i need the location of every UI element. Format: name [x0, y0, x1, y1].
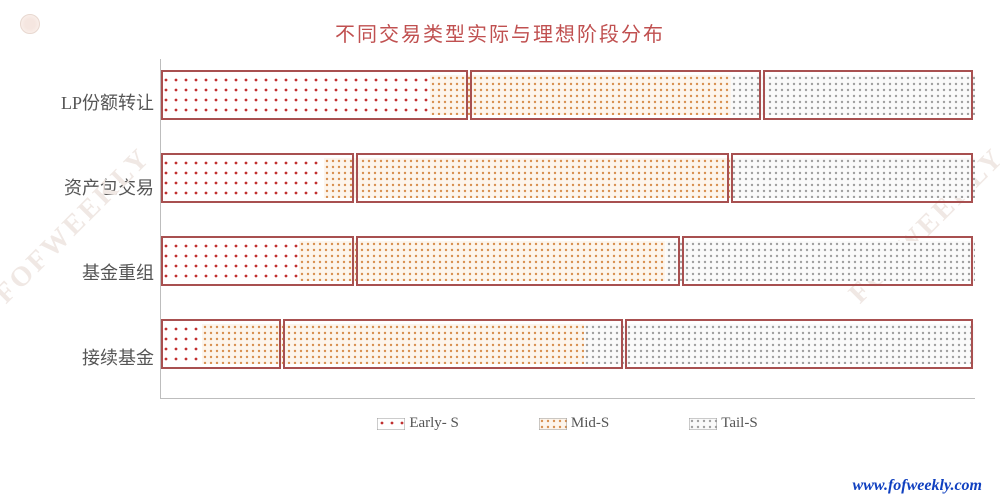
segment-mid: [299, 241, 665, 281]
stacked-bar: [161, 324, 975, 364]
legend-label: Early- S: [409, 415, 459, 432]
legend-swatch-icon: [539, 418, 567, 430]
segment-tail: [666, 241, 975, 281]
segment-tail: [731, 75, 975, 115]
corner-ornament: [20, 14, 40, 34]
legend-swatch-icon: [377, 418, 405, 430]
segment-mid: [324, 158, 731, 198]
category-label: 资产包交易: [25, 174, 154, 200]
y-axis-labels: 接续基金 基金重组 资产包交易 LP份额转让: [25, 59, 160, 399]
legend-item-mid: Mid-S: [539, 415, 609, 432]
segment-mid: [202, 324, 585, 364]
segment-mid: [430, 75, 731, 115]
plot-area: 接续基金 基金重组 资产包交易 LP份额转让: [25, 59, 975, 399]
bar-group: [161, 324, 975, 382]
category-label: 接续基金: [25, 344, 154, 370]
segment-early: [161, 241, 299, 281]
chart-container: FOFWEEKLY FOFWEEKLY 不同交易类型实际与理想阶段分布 接续基金…: [0, 0, 1000, 503]
segment-early: [161, 324, 202, 364]
segment-early: [161, 75, 430, 115]
watermark-url: www.fofweekly.com: [853, 477, 982, 495]
bar-group: [161, 75, 975, 133]
stacked-bar: [161, 158, 975, 198]
bars-region: [160, 59, 975, 399]
bar-group: [161, 158, 975, 216]
category-label: LP份额转让: [25, 89, 154, 115]
legend-label: Mid-S: [571, 415, 609, 432]
segment-early: [161, 158, 324, 198]
stacked-bar: [161, 241, 975, 281]
category-label: 基金重组: [25, 259, 154, 285]
legend-item-early: Early- S: [377, 415, 459, 432]
chart-title: 不同交易类型实际与理想阶段分布: [25, 18, 975, 47]
legend-label: Tail-S: [721, 415, 757, 432]
segment-tail: [731, 158, 975, 198]
legend-swatch-icon: [689, 418, 717, 430]
legend: Early- S Mid-S Tail-S: [160, 415, 975, 432]
segment-tail: [584, 324, 975, 364]
legend-item-tail: Tail-S: [689, 415, 757, 432]
bar-group: [161, 241, 975, 299]
stacked-bar: [161, 75, 975, 115]
